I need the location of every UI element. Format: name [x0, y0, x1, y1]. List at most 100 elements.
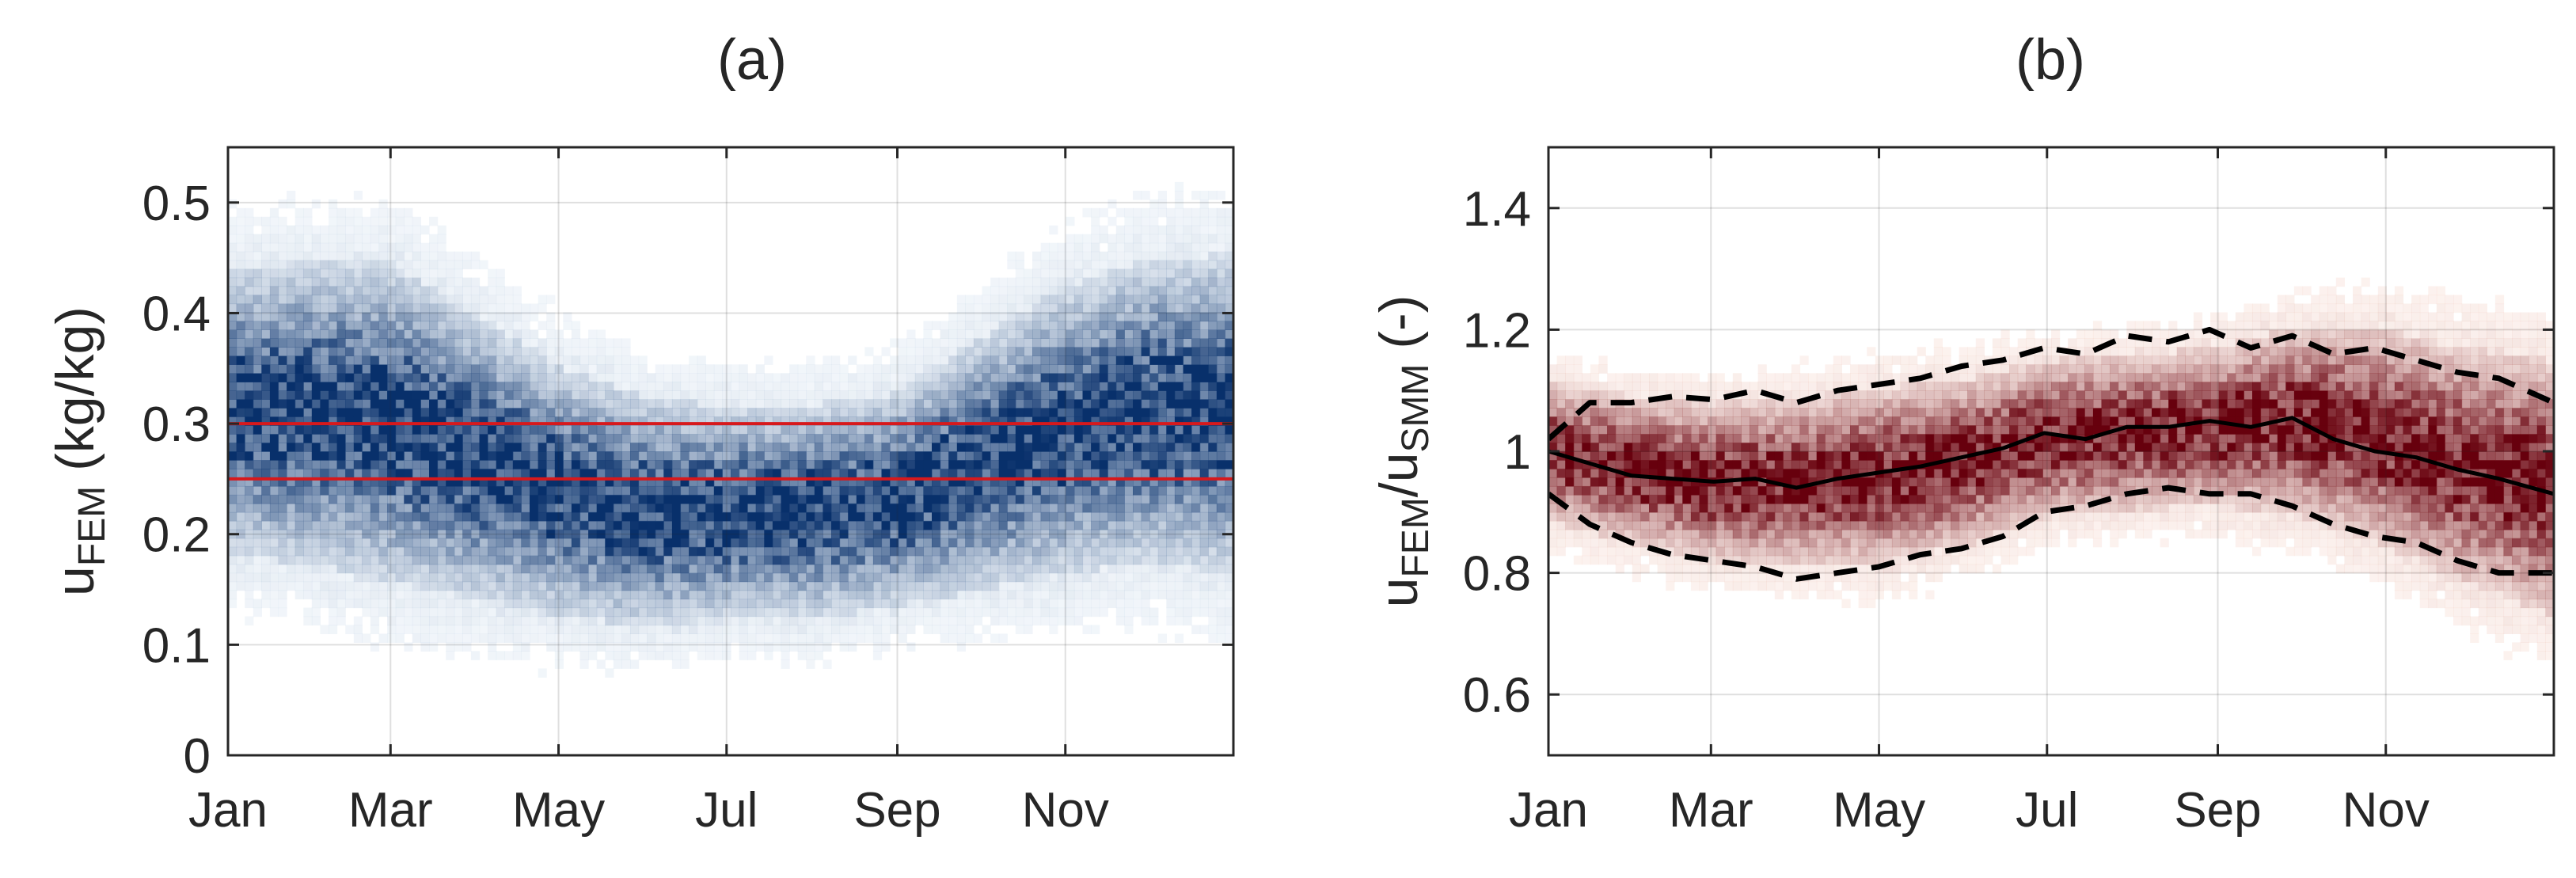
heatmap-cell	[554, 625, 564, 634]
heatmap-cell	[228, 295, 237, 305]
heatmap-cell	[446, 268, 455, 279]
heatmap-cell	[1141, 355, 1150, 365]
heatmap-cell	[1091, 364, 1100, 374]
heatmap-cell	[420, 511, 430, 522]
heatmap-cell	[1115, 572, 1125, 583]
heatmap-cell	[329, 416, 338, 426]
heatmap-cell	[1133, 303, 1142, 314]
heatmap-cell	[1091, 460, 1100, 469]
heatmap-cell	[956, 642, 966, 652]
heatmap-cell	[454, 295, 463, 305]
heatmap-cell	[705, 443, 715, 452]
heatmap-cell	[713, 434, 723, 443]
heatmap-cell	[848, 382, 857, 391]
heatmap-cell	[1007, 511, 1016, 522]
heatmap-cell	[294, 207, 304, 218]
heatmap-cell	[420, 277, 430, 287]
heatmap-cell	[311, 590, 321, 600]
heatmap-cell	[437, 434, 446, 443]
heatmap-cell	[530, 347, 539, 356]
heatmap-cell	[1149, 364, 1159, 374]
heatmap-cell	[1015, 511, 1024, 522]
heatmap-cell	[621, 572, 631, 583]
heatmap-cell	[287, 242, 296, 253]
heatmap-cell	[236, 546, 245, 557]
heatmap-cell	[755, 485, 765, 496]
heatmap-cell	[1216, 321, 1225, 330]
heatmap-cell	[605, 425, 614, 435]
heatmap-cell	[789, 425, 799, 435]
heatmap-cell	[1124, 616, 1134, 626]
heatmap-cell	[228, 277, 237, 287]
heatmap-cell	[1099, 468, 1108, 478]
heatmap-cell	[940, 390, 949, 400]
heatmap-cell	[906, 408, 916, 417]
heatmap-cell	[655, 607, 664, 618]
heatmap-cell	[1040, 494, 1050, 504]
heatmap-cell	[764, 651, 773, 660]
heatmap-cell	[655, 581, 664, 591]
heatmap-cell	[261, 312, 271, 322]
heatmap-cell	[965, 425, 975, 435]
heatmap-cell	[1024, 373, 1033, 382]
heatmap-cell	[772, 546, 782, 557]
heatmap-cell	[311, 295, 321, 305]
heatmap-cell	[1199, 260, 1209, 270]
heatmap-cell	[1166, 503, 1176, 513]
heatmap-cell	[404, 216, 413, 226]
heatmap-cell	[605, 494, 614, 504]
heatmap-cell	[823, 633, 832, 643]
heatmap-cell	[1174, 425, 1184, 435]
heatmap-cell	[1149, 277, 1159, 287]
heatmap-cell	[446, 651, 455, 660]
heatmap-cell	[378, 286, 388, 296]
heatmap-cell	[982, 468, 991, 478]
heatmap-cell	[353, 555, 363, 565]
heatmap-cell	[488, 555, 497, 565]
heatmap-cell	[1024, 572, 1033, 583]
heatmap-cell	[1174, 460, 1184, 469]
heatmap-cell	[554, 538, 564, 548]
heatmap-cell	[923, 460, 933, 469]
heatmap-cell	[990, 373, 1000, 382]
heatmap-cell	[647, 590, 656, 600]
heatmap-cell	[395, 572, 405, 583]
heatmap-cell	[605, 477, 614, 487]
heatmap-cell	[1066, 260, 1075, 270]
heatmap-cell	[563, 607, 572, 618]
heatmap-cell	[898, 347, 907, 356]
heatmap-cell	[789, 503, 799, 513]
heatmap-cell	[563, 468, 572, 478]
heatmap-cell	[228, 546, 237, 557]
heatmap-cell	[1007, 329, 1016, 339]
heatmap-cell	[329, 503, 338, 513]
heatmap-cell	[965, 390, 975, 400]
heatmap-cell	[914, 338, 924, 348]
heatmap-cell	[814, 590, 823, 600]
heatmap-cell	[479, 581, 488, 591]
heatmap-cell	[906, 443, 916, 452]
heatmap-cell	[990, 503, 1000, 513]
heatmap-cell	[420, 555, 430, 565]
heatmap-cell	[362, 485, 371, 496]
heatmap-cell	[228, 199, 237, 209]
heatmap-cell	[454, 564, 463, 574]
heatmap-cell	[831, 511, 841, 522]
heatmap-cell	[1133, 468, 1142, 478]
heatmap-cell	[1157, 485, 1167, 496]
heatmap-cell	[1166, 312, 1176, 322]
heatmap-cell	[462, 364, 472, 374]
heatmap-cell	[488, 538, 497, 548]
heatmap-cell	[303, 503, 313, 513]
heatmap-cell	[1066, 520, 1075, 530]
heatmap-cell	[1066, 538, 1075, 548]
heatmap-cell	[353, 511, 363, 522]
heatmap-cell	[1073, 451, 1084, 461]
heatmap-cell	[1115, 390, 1125, 400]
heatmap-cell	[496, 546, 505, 557]
heatmap-cell	[437, 485, 446, 496]
heatmap-cell	[571, 364, 581, 374]
heatmap-cell	[781, 520, 790, 530]
heatmap-cell	[1057, 251, 1066, 261]
heatmap-cell	[546, 390, 556, 400]
